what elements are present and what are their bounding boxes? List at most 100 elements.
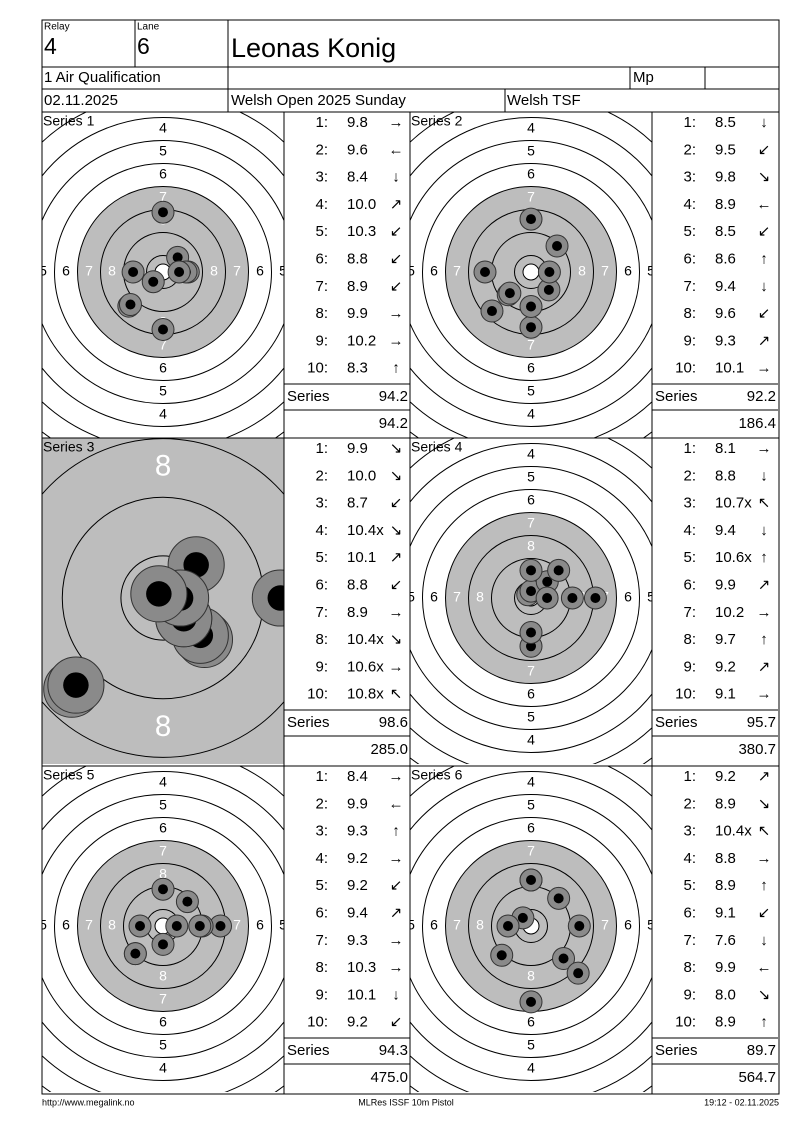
shot-center (158, 884, 168, 895)
inner-ten (522, 263, 540, 281)
ring-label: 4 (159, 406, 167, 422)
shot-direction: → (757, 604, 772, 621)
shot-number: 1: (683, 768, 696, 785)
shot-number: 2: (315, 467, 328, 484)
shot-direction: → (389, 932, 404, 949)
shot-score: 8.5 (715, 114, 736, 131)
ring-label: 4 (670, 263, 678, 279)
shot-number: 5: (315, 223, 328, 240)
ring-label: 7 (527, 337, 535, 353)
series-total: 94.3 (379, 1042, 408, 1059)
shot-number: 9: (315, 986, 328, 1003)
ring-label: 8 (476, 917, 484, 933)
ring-label: 7 (85, 917, 93, 933)
series-label: Series (287, 388, 330, 405)
ring-label: 4 (302, 263, 310, 279)
shot-number: 2: (315, 795, 328, 812)
shot-number: 6: (683, 904, 696, 921)
shot-number: 8: (315, 959, 328, 976)
relay-label: Relay (44, 22, 70, 33)
shot-center (194, 921, 205, 931)
shot-score: 9.3 (347, 823, 368, 840)
shot-number: 4: (683, 850, 696, 867)
shot-number: 10: (675, 686, 696, 703)
target: 44445555666677778888 (410, 112, 678, 438)
shot-number: 5: (683, 877, 696, 894)
ring-label: 7 (527, 663, 535, 679)
shot-score: 9.2 (715, 658, 736, 675)
shot-direction: → (757, 440, 772, 457)
shot-direction: → (389, 604, 404, 621)
shot-center (517, 912, 528, 923)
ring-label: 6 (624, 917, 632, 933)
ring-label: 4 (670, 589, 678, 605)
shot-score: 9.9 (715, 576, 736, 593)
shot-number: 4: (315, 522, 328, 539)
shot-number: 5: (315, 549, 328, 566)
ring (54, 817, 272, 1035)
shot-number: 8: (315, 631, 328, 648)
shot-score: 10.7x (715, 495, 752, 512)
shot-direction: ← (757, 959, 772, 976)
series-label: Series (655, 1042, 698, 1059)
competition: Welsh Open 2025 Sunday (231, 92, 406, 109)
shot-direction: ↙ (390, 250, 403, 267)
shot-direction: ↙ (390, 223, 403, 240)
shot-direction: ↙ (390, 278, 403, 295)
shot-score: 9.2 (715, 768, 736, 785)
series-total: 89.7 (747, 1042, 776, 1059)
shot-direction: ↑ (760, 877, 768, 894)
ring-label: 6 (62, 263, 70, 279)
shot-number: 5: (683, 549, 696, 566)
shot-center (573, 968, 584, 979)
shot-center (526, 301, 536, 312)
shot-score: 10.4x (347, 631, 384, 648)
shot-direction: ↓ (392, 169, 400, 186)
shot-center (503, 921, 513, 931)
ring-label: 7 (159, 189, 167, 205)
ring-label: 4 (670, 917, 678, 933)
shot-direction: → (389, 768, 404, 785)
target: 44445555666677778888 (410, 438, 678, 764)
shot-score: 10.1 (715, 360, 744, 377)
shot-score: 9.9 (347, 440, 368, 457)
shot-score: 8.4 (347, 768, 368, 785)
shot-center (553, 893, 564, 904)
shot-center (130, 948, 141, 959)
organizer: Welsh TSF (507, 92, 581, 109)
ring-label: 7 (85, 263, 93, 279)
ring (77, 840, 249, 1012)
shot-number: 10: (675, 360, 696, 377)
shot-number: 3: (315, 495, 328, 512)
shot-score: 7.6 (715, 932, 736, 949)
shot-direction: ↗ (390, 549, 403, 566)
shot-score: 8.5 (715, 223, 736, 240)
ring-label: 5 (527, 797, 535, 813)
shot-number: 10: (675, 1014, 696, 1031)
shot-direction: ↘ (758, 986, 771, 1003)
ring-label: 5 (527, 1037, 535, 1053)
shot-score: 10.1 (347, 549, 376, 566)
shot-number: 8: (683, 631, 696, 648)
shot-score: 8.0 (715, 986, 736, 1003)
shot-number: 4: (683, 522, 696, 539)
ring (42, 438, 284, 758)
ring-label: 5 (527, 143, 535, 159)
ring-label: 7 (601, 917, 609, 933)
ring-label: 5 (159, 143, 167, 159)
shot-score: 9.7 (715, 631, 736, 648)
shot-center (542, 576, 553, 587)
shot-center (267, 585, 284, 611)
shot-center (158, 939, 168, 950)
ring-label: 4 (16, 917, 24, 933)
shot-center (496, 950, 507, 961)
shot-number: 3: (683, 495, 696, 512)
shot-center (146, 581, 172, 607)
shot-number: 7: (683, 278, 696, 295)
shot-number: 6: (683, 576, 696, 593)
ring-label: 4 (302, 917, 310, 933)
shot-number: 4: (315, 850, 328, 867)
ring-label: 4 (159, 774, 167, 790)
shot-direction: ↘ (390, 631, 403, 648)
shot-number: 9: (683, 332, 696, 349)
